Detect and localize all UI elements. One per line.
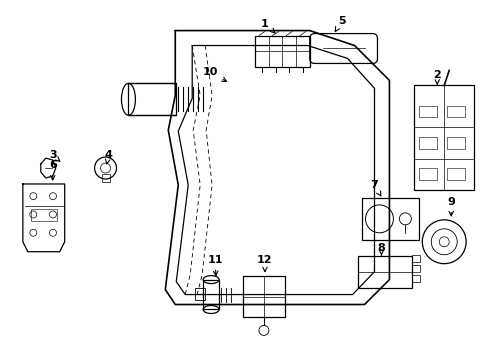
Bar bbox=[243, 276, 285, 318]
Bar bbox=[31, 209, 57, 221]
Bar bbox=[411, 255, 420, 262]
Bar bbox=[102, 174, 109, 182]
Bar bbox=[447, 137, 464, 149]
Bar bbox=[128, 84, 176, 115]
Bar bbox=[447, 168, 464, 180]
Text: 10: 10 bbox=[202, 67, 226, 81]
Text: 5: 5 bbox=[335, 15, 345, 32]
Text: 7: 7 bbox=[370, 180, 380, 196]
Bar bbox=[419, 137, 436, 149]
Bar bbox=[203, 280, 219, 310]
Bar bbox=[357, 256, 411, 288]
Bar bbox=[254, 36, 309, 67]
Bar bbox=[419, 168, 436, 180]
Bar bbox=[419, 105, 436, 117]
Text: 11: 11 bbox=[207, 255, 223, 276]
Text: 1: 1 bbox=[261, 19, 274, 33]
Text: 2: 2 bbox=[432, 71, 440, 84]
Text: 8: 8 bbox=[377, 243, 385, 256]
Bar bbox=[411, 265, 420, 272]
Text: 9: 9 bbox=[447, 197, 454, 216]
Text: 3: 3 bbox=[49, 150, 60, 161]
Bar bbox=[447, 105, 464, 117]
Bar bbox=[413, 85, 473, 190]
Text: 12: 12 bbox=[257, 255, 272, 271]
Bar bbox=[195, 288, 205, 300]
Text: 6: 6 bbox=[49, 160, 57, 180]
Bar bbox=[411, 275, 420, 282]
Bar bbox=[361, 198, 419, 240]
Text: 4: 4 bbox=[104, 150, 112, 164]
